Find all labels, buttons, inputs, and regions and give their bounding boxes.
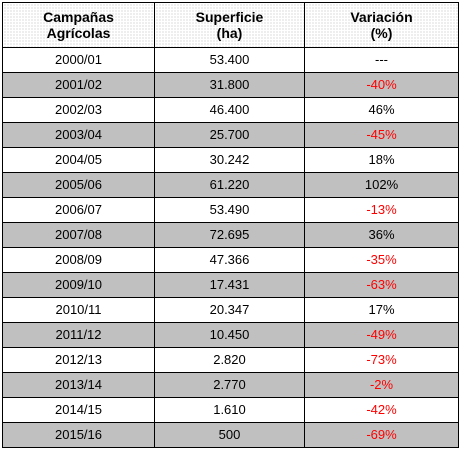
variation-cell: -42% xyxy=(304,397,459,423)
surface-cell: 53.490 xyxy=(154,197,305,223)
table-row: 2001/02 31.800 -40% xyxy=(2,72,459,98)
variation-cell: 17% xyxy=(304,297,459,323)
variation-cell: -2% xyxy=(304,372,459,398)
table-row: 2012/13 2.820 -73% xyxy=(2,347,459,373)
header-variation-line1: Variación xyxy=(350,9,413,25)
surface-cell: 10.450 xyxy=(154,322,305,348)
variation-cell: -13% xyxy=(304,197,459,223)
header-variation: Variación (%) xyxy=(304,2,459,48)
surface-cell: 500 xyxy=(154,422,305,448)
variation-cell: -63% xyxy=(304,272,459,298)
surface-cell: 47.366 xyxy=(154,247,305,273)
variation-cell: -45% xyxy=(304,122,459,148)
surface-cell: 17.431 xyxy=(154,272,305,298)
header-surface-line2: (ha) xyxy=(216,25,243,41)
table-row: 2010/11 20.347 17% xyxy=(2,297,459,323)
table-row: 2002/03 46.400 46% xyxy=(2,97,459,123)
variation-cell: -73% xyxy=(304,347,459,373)
table-row: 2006/07 53.490 -13% xyxy=(2,197,459,223)
surface-cell: 2.770 xyxy=(154,372,305,398)
header-surface-line1: Superficie xyxy=(195,9,264,25)
header-row: Campañas Agrícolas Superficie (ha) Varia… xyxy=(2,2,459,48)
header-campaigns-line1: Campañas xyxy=(43,9,114,25)
surface-cell: 20.347 xyxy=(154,297,305,323)
campaign-cell: 2006/07 xyxy=(2,197,155,223)
table-row: 2014/15 1.610 -42% xyxy=(2,397,459,423)
surface-cell: 46.400 xyxy=(154,97,305,123)
header-surface: Superficie (ha) xyxy=(154,2,305,48)
table-row: 2015/16 500 -69% xyxy=(2,422,459,448)
variation-cell: -49% xyxy=(304,322,459,348)
campaign-cell: 2012/13 xyxy=(2,347,155,373)
header-variation-line2: (%) xyxy=(370,25,393,41)
variation-cell: -69% xyxy=(304,422,459,448)
variation-cell: 46% xyxy=(304,97,459,123)
campaign-cell: 2001/02 xyxy=(2,72,155,98)
table-row: 2009/10 17.431 -63% xyxy=(2,272,459,298)
table-header: Campañas Agrícolas Superficie (ha) Varia… xyxy=(2,2,459,48)
campaign-cell: 2014/15 xyxy=(2,397,155,423)
surface-cell: 61.220 xyxy=(154,172,305,198)
campaign-cell: 2013/14 xyxy=(2,372,155,398)
surface-cell: 30.242 xyxy=(154,147,305,173)
variation-cell: -35% xyxy=(304,247,459,273)
campaign-cell: 2010/11 xyxy=(2,297,155,323)
variation-cell: 102% xyxy=(304,172,459,198)
campaign-cell: 2005/06 xyxy=(2,172,155,198)
campaign-cell: 2004/05 xyxy=(2,147,155,173)
campaign-surface-table: Campañas Agrícolas Superficie (ha) Varia… xyxy=(2,2,459,448)
surface-cell: 1.610 xyxy=(154,397,305,423)
surface-cell: 25.700 xyxy=(154,122,305,148)
campaign-cell: 2008/09 xyxy=(2,247,155,273)
surface-cell: 2.820 xyxy=(154,347,305,373)
table-row: 2011/12 10.450 -49% xyxy=(2,322,459,348)
header-campaigns-line2: Agrícolas xyxy=(46,25,111,41)
variation-cell: --- xyxy=(304,47,459,73)
campaign-cell: 2011/12 xyxy=(2,322,155,348)
surface-cell: 72.695 xyxy=(154,222,305,248)
campaign-cell: 2015/16 xyxy=(2,422,155,448)
campaign-cell: 2007/08 xyxy=(2,222,155,248)
table-row: 2000/01 53.400 --- xyxy=(2,47,459,73)
table-row: 2004/05 30.242 18% xyxy=(2,147,459,173)
variation-cell: 36% xyxy=(304,222,459,248)
campaign-cell: 2000/01 xyxy=(2,47,155,73)
variation-cell: 18% xyxy=(304,147,459,173)
surface-cell: 31.800 xyxy=(154,72,305,98)
table-body: 2000/01 53.400 --- 2001/02 31.800 -40% 2002/03… xyxy=(2,47,459,448)
campaign-cell: 2002/03 xyxy=(2,97,155,123)
table-row: 2013/14 2.770 -2% xyxy=(2,372,459,398)
table-row: 2007/08 72.695 36% xyxy=(2,222,459,248)
campaign-cell: 2009/10 xyxy=(2,272,155,298)
table-row: 2008/09 47.366 -35% xyxy=(2,247,459,273)
table-row: 2003/04 25.700 -45% xyxy=(2,122,459,148)
data-table-container: Campañas Agrícolas Superficie (ha) Varia… xyxy=(2,2,459,448)
surface-cell: 53.400 xyxy=(154,47,305,73)
variation-cell: -40% xyxy=(304,72,459,98)
table-row: 2005/06 61.220 102% xyxy=(2,172,459,198)
campaign-cell: 2003/04 xyxy=(2,122,155,148)
header-campaigns: Campañas Agrícolas xyxy=(2,2,155,48)
